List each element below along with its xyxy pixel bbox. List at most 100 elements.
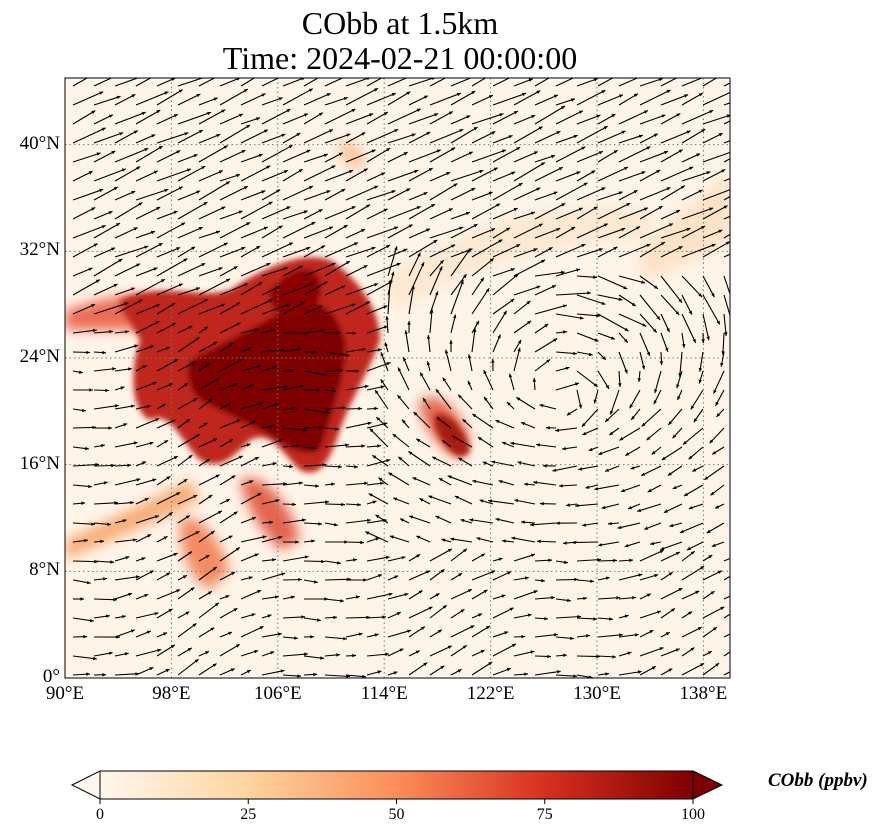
wind-vector-head xyxy=(710,591,715,595)
wind-vector-head xyxy=(416,438,421,443)
wind-vector-head xyxy=(716,413,721,417)
wind-vector-head xyxy=(366,204,370,208)
wind-vector-head xyxy=(329,226,333,230)
wind-vector-head xyxy=(93,328,97,333)
wind-vector-head xyxy=(413,411,418,416)
wind-vector xyxy=(366,280,393,296)
wind-vector-head xyxy=(108,114,113,118)
wind-vector-head xyxy=(416,554,421,558)
wind-vector-head xyxy=(530,211,535,215)
wind-vector-head xyxy=(676,552,680,556)
wind-vector-head xyxy=(82,408,86,413)
wind-vector-head xyxy=(423,398,427,402)
wind-vector-head xyxy=(299,481,303,485)
wind-vector-head xyxy=(343,97,348,101)
wind-vector-head xyxy=(251,613,256,617)
lon-tick-label: 114°E xyxy=(360,683,408,704)
wind-vector xyxy=(513,187,541,201)
wind-vector-head xyxy=(398,367,402,372)
wind-vector-head xyxy=(363,578,367,582)
wind-vector-head xyxy=(298,169,303,173)
wind-vector xyxy=(451,435,473,448)
wind-vector xyxy=(534,105,566,125)
wind-vector-head xyxy=(122,615,126,619)
wind-vector-head xyxy=(153,170,158,174)
wind-vector-head xyxy=(456,92,461,97)
wind-vector-head xyxy=(380,481,384,486)
wind-vector-head xyxy=(440,569,445,573)
wind-vector-head xyxy=(254,650,259,654)
wind-vector xyxy=(471,413,494,429)
wind-vector-head xyxy=(283,385,288,389)
wind-vector-head xyxy=(409,515,414,519)
wind-vector-head xyxy=(168,383,173,387)
wind-vector-head xyxy=(509,607,514,611)
wind-vector-head xyxy=(613,558,617,563)
wind-vector xyxy=(408,285,415,315)
wind-vector-head xyxy=(609,617,613,621)
wind-vector xyxy=(660,541,683,551)
wind-vector-head xyxy=(331,165,336,169)
wind-vector-head xyxy=(526,300,531,305)
wind-vector xyxy=(324,242,359,258)
wind-vector-head xyxy=(284,73,288,76)
wind-vector-head xyxy=(318,522,322,526)
wind-vector xyxy=(387,205,421,220)
wind-vector-head xyxy=(171,323,176,327)
wind-vector-head xyxy=(168,512,173,516)
wind-vector xyxy=(408,570,431,581)
wind-vector xyxy=(405,330,410,353)
wind-vector xyxy=(324,303,356,315)
wind-vector-head xyxy=(530,522,534,527)
wind-vector-head xyxy=(290,369,294,373)
wind-vector-head xyxy=(407,629,411,633)
wind-vector xyxy=(345,204,371,220)
wind-vector xyxy=(240,226,269,239)
wind-vector-head xyxy=(214,602,219,607)
wind-vector-head xyxy=(679,529,684,533)
wind-vector-head xyxy=(431,204,435,208)
wind-vector-head xyxy=(665,632,670,636)
wind-vector-head xyxy=(511,171,516,175)
wind-vector-head xyxy=(438,478,443,482)
wind-vector xyxy=(723,595,730,600)
wind-vector-head xyxy=(111,151,116,155)
wind-vector xyxy=(93,302,129,315)
wind-vector xyxy=(597,313,629,332)
wind-vector-head xyxy=(316,388,320,392)
wind-vector-head xyxy=(171,78,176,81)
wind-vector-head xyxy=(497,334,501,339)
wind-vector-head xyxy=(164,188,169,193)
wind-vector-head xyxy=(157,648,162,653)
wind-vector xyxy=(681,294,693,315)
wind-vector xyxy=(492,643,517,657)
wind-vector-head xyxy=(173,114,178,118)
wind-vector-head xyxy=(99,91,104,95)
wind-vector-head xyxy=(246,670,251,674)
wind-vector xyxy=(639,332,651,357)
wind-vector xyxy=(261,267,288,277)
wind-vector-head xyxy=(619,437,624,441)
wind-vector-head xyxy=(354,242,358,246)
map-frame xyxy=(64,77,731,679)
wind-vector-head xyxy=(563,541,567,545)
wind-vector-head xyxy=(717,570,722,574)
wind-vector xyxy=(597,78,614,87)
wind-vector xyxy=(428,495,452,505)
wind-vector-head xyxy=(400,518,404,522)
wind-vector xyxy=(387,169,419,182)
map-panel xyxy=(65,70,730,678)
wind-vector-head xyxy=(624,70,628,73)
wind-vector xyxy=(492,310,508,334)
colorbar-tick-label: 100 xyxy=(681,806,705,823)
wind-vector-head xyxy=(238,113,243,117)
wind-vector-head xyxy=(318,305,323,309)
wind-vector-head xyxy=(102,673,106,677)
wind-vector-head xyxy=(194,659,199,663)
wind-vector-head xyxy=(593,275,597,279)
wind-vector xyxy=(177,530,200,543)
wind-vector-head xyxy=(659,361,664,365)
wind-vector-head xyxy=(398,456,403,461)
wind-vector xyxy=(450,169,484,182)
wind-vector xyxy=(345,519,371,524)
